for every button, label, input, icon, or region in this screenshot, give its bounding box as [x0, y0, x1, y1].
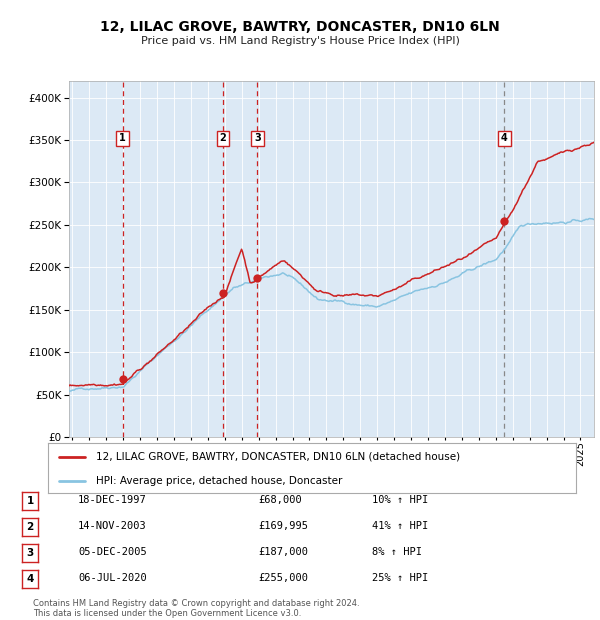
Text: 12, LILAC GROVE, BAWTRY, DONCASTER, DN10 6LN (detached house): 12, LILAC GROVE, BAWTRY, DONCASTER, DN10… — [95, 452, 460, 462]
Text: 1: 1 — [119, 133, 126, 143]
Text: 1: 1 — [26, 496, 34, 506]
Text: 10% ↑ HPI: 10% ↑ HPI — [372, 495, 428, 505]
Text: 2: 2 — [26, 522, 34, 532]
Text: This data is licensed under the Open Government Licence v3.0.: This data is licensed under the Open Gov… — [33, 609, 301, 618]
Text: 8% ↑ HPI: 8% ↑ HPI — [372, 547, 422, 557]
Text: £187,000: £187,000 — [258, 547, 308, 557]
Text: 14-NOV-2003: 14-NOV-2003 — [78, 521, 147, 531]
Text: HPI: Average price, detached house, Doncaster: HPI: Average price, detached house, Donc… — [95, 476, 342, 485]
Text: £169,995: £169,995 — [258, 521, 308, 531]
Text: 05-DEC-2005: 05-DEC-2005 — [78, 547, 147, 557]
Text: 06-JUL-2020: 06-JUL-2020 — [78, 574, 147, 583]
Text: £255,000: £255,000 — [258, 574, 308, 583]
Text: 4: 4 — [501, 133, 508, 143]
Text: 4: 4 — [26, 574, 34, 584]
Text: Contains HM Land Registry data © Crown copyright and database right 2024.: Contains HM Land Registry data © Crown c… — [33, 600, 359, 608]
Text: 12, LILAC GROVE, BAWTRY, DONCASTER, DN10 6LN: 12, LILAC GROVE, BAWTRY, DONCASTER, DN10… — [100, 20, 500, 34]
Text: Price paid vs. HM Land Registry's House Price Index (HPI): Price paid vs. HM Land Registry's House … — [140, 36, 460, 46]
Text: £68,000: £68,000 — [258, 495, 302, 505]
Text: 3: 3 — [26, 548, 34, 558]
Text: 2: 2 — [219, 133, 226, 143]
Text: 25% ↑ HPI: 25% ↑ HPI — [372, 574, 428, 583]
Text: 18-DEC-1997: 18-DEC-1997 — [78, 495, 147, 505]
Text: 41% ↑ HPI: 41% ↑ HPI — [372, 521, 428, 531]
Text: 3: 3 — [254, 133, 261, 143]
